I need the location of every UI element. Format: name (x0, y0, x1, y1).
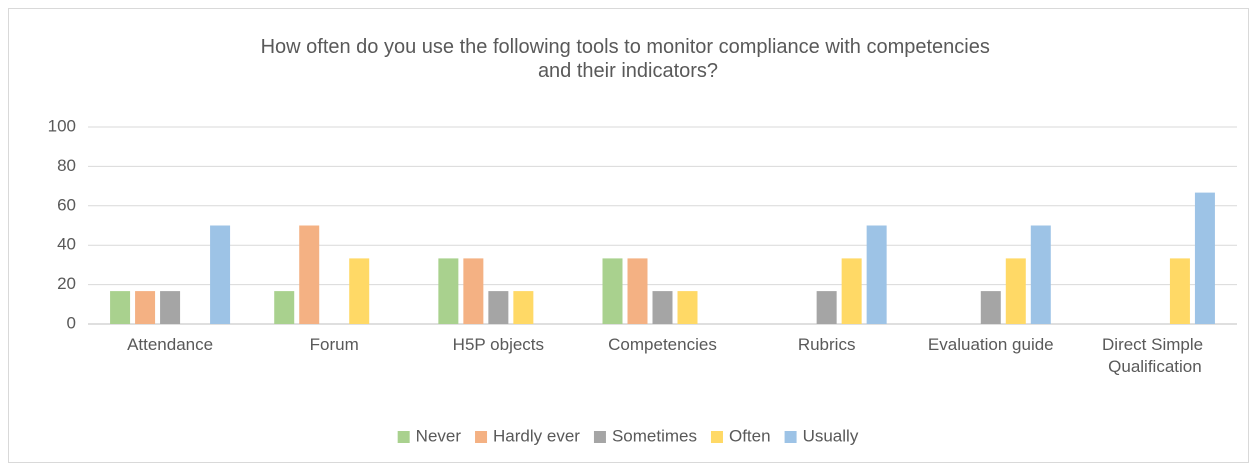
bar (488, 291, 509, 324)
x-tick-label: H5P objects (453, 335, 544, 354)
bar (652, 291, 673, 324)
legend-label: Never (416, 426, 462, 445)
bar (602, 258, 623, 324)
legend-swatch (593, 431, 606, 443)
bar (463, 258, 484, 324)
legend-label: Hardly ever (493, 426, 580, 445)
x-tick-label: Evaluation guide (928, 335, 1054, 354)
x-tick-label: Direct Simple Qualification (1102, 335, 1208, 376)
y-tick-label: 100 (48, 116, 76, 135)
y-tick-label: 20 (57, 274, 76, 293)
chart-title: How often do you use the following tools… (261, 36, 996, 82)
bar (677, 291, 698, 324)
bar (1169, 258, 1190, 324)
bar (438, 258, 459, 324)
bar (135, 291, 156, 324)
bar (866, 225, 887, 324)
bar (816, 291, 837, 324)
bar (627, 258, 648, 324)
bar (160, 291, 181, 324)
legend-label: Often (729, 426, 771, 445)
bar (1030, 225, 1051, 324)
bar (299, 225, 320, 324)
bar (210, 225, 231, 324)
bar (1194, 192, 1215, 324)
bar (1005, 258, 1026, 324)
bar (110, 291, 131, 324)
x-tick-label: Rubrics (798, 335, 856, 354)
legend-label: Usually (803, 426, 859, 445)
x-tick-label: Attendance (127, 335, 213, 354)
bar (349, 258, 370, 324)
legend-swatch (710, 431, 723, 443)
x-tick-label: Competencies (608, 335, 717, 354)
y-tick-label: 80 (57, 156, 76, 175)
bar (841, 258, 862, 324)
y-tick-label: 0 (67, 313, 76, 332)
legend-swatch (475, 431, 488, 443)
legend-swatch (397, 431, 410, 443)
legend-label: Sometimes (612, 426, 697, 445)
x-tick-label: Forum (310, 335, 359, 354)
y-tick-label: 40 (57, 235, 76, 254)
bar (513, 291, 534, 324)
bar (980, 291, 1001, 324)
y-tick-label: 60 (57, 195, 76, 214)
bar (274, 291, 295, 324)
legend-swatch (784, 431, 797, 443)
